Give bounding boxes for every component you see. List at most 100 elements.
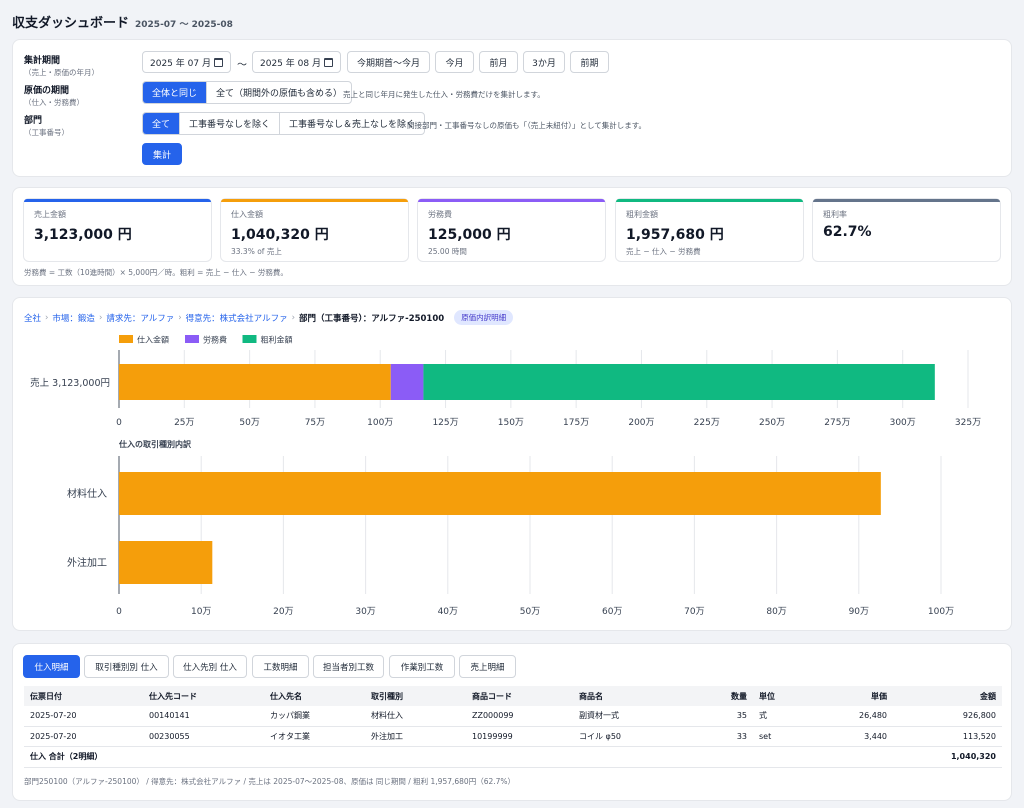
dept-exclude-no-job-option[interactable]: 工事番号なしを除く [180,113,281,134]
x-tick-label: 70万 [684,607,704,617]
column-header[interactable]: 取引種別 [365,686,466,706]
calendar-icon[interactable] [324,57,333,67]
tab-labor-by-staff[interactable]: 担当者別工数 [313,655,384,678]
kpi-panel: 売上金額 3,123,000 円 仕入金額 1,040,320 円 33.3% … [12,187,1012,286]
tab-purchase-by-supplier[interactable]: 仕入先別 仕入 [173,655,247,678]
quick-3-months-button[interactable]: 3か月 [523,51,565,73]
legend-swatch [242,335,257,343]
cost-same-option[interactable]: 全体と同じ [143,82,208,103]
table-cell: 35 [693,706,753,727]
table-cell: 00140141 [143,706,264,727]
table-cell: 材料仕入 [365,706,466,727]
breadcrumb-billing[interactable]: 請求先：アルファ [106,313,175,324]
kpi-note: 33.3% of 売上 [231,247,282,256]
kpi-accent-bar [813,199,1000,202]
quick-this-fy-button[interactable]: 今期期首〜今月 [347,51,430,73]
column-header[interactable]: 仕入先コード [143,686,264,706]
date-to-value: 2025 年 08 月 [260,58,321,69]
tab-labor-by-task[interactable]: 作業別工数 [389,655,455,678]
column-header[interactable]: 商品コード [466,686,573,706]
page-title: 収支ダッシュボード [12,16,130,31]
kpi-labor: 労務費 125,000 円 25.00 時間 [417,198,606,262]
tab-purchase-by-type[interactable]: 取引種別別 仕入 [84,655,169,678]
breadcrumb-separator: › [178,312,182,323]
x-tick-label: 25万 [174,418,194,428]
kpi-label: 粗利金額 [626,210,658,219]
column-header[interactable]: 単価 [813,686,893,706]
quick-last-month-button[interactable]: 前月 [479,51,518,73]
table-total-row: 仕入 合計（2明細） 1,040,320 [24,745,1002,768]
bar-segment [119,364,391,400]
column-header[interactable]: 数量 [693,686,753,706]
bar-segment [390,364,424,400]
aggregate-button[interactable]: 集計 [142,143,182,165]
purchase-table: 伝票日付 仕入先コード 仕入先名 取引種別 商品コード 商品名 数量 単位 単価… [24,686,1002,768]
breadcrumb-customer[interactable]: 得意先：株式会社アルファ [185,313,288,324]
cost-period-sublabel: （仕入・労務費） [24,98,84,107]
cost-period-label-text: 原価の期間 [24,86,70,96]
dept-label-text: 部門 [24,116,43,126]
date-from-input[interactable]: 2025 年 07 月 [142,51,231,73]
x-tick-label: 75万 [305,418,325,428]
table-cell: 10199999 [466,726,573,747]
breadcrumb-current: 部門（工事番号）：アルファ-250100 [299,313,445,324]
cost-period-toggle: 全体と同じ 全て（期間外の原価も含める） [142,81,353,104]
tab-labor-details[interactable]: 工数明細 [252,655,309,678]
quick-this-month-button[interactable]: 今月 [435,51,474,73]
x-tick-label: 10万 [191,607,211,617]
column-header[interactable]: 伝票日付 [24,686,143,706]
cost-all-option[interactable]: 全て（期間外の原価も含める） [216,89,343,99]
x-tick-label: 225万 [694,418,720,428]
column-header[interactable]: 仕入先名 [264,686,365,706]
x-tick-label: 300万 [890,418,916,428]
column-header[interactable]: 金額 [893,686,1002,706]
detail-panel: 仕入明細 取引種別別 仕入 仕入先別 仕入 工数明細 担当者別工数 作業別工数 … [12,643,1012,801]
dept-filter-toggle: 全て 工事番号なしを除く 工事番号なし＆売上なしを除く [142,112,426,135]
tab-purchase-details[interactable]: 仕入明細 [23,655,80,678]
dept-exclude-no-job-no-sales-option[interactable]: 工事番号なし＆売上なしを除く [289,120,416,130]
total-value: 1,040,320 [893,745,1002,768]
table-cell: ZZ000099 [466,706,573,727]
breadcrumb-company[interactable]: 全社 [24,313,42,324]
tab-sales-details[interactable]: 売上明細 [459,655,516,678]
kpi-value: 3,123,000 円 [34,227,132,243]
x-tick-label: 20万 [273,607,293,617]
breadcrumb: 全社 › 市場：鍛造 › 請求先：アルファ › 得意先：株式会社アルファ › 部… [24,310,514,325]
kpi-value: 1,040,320 円 [231,227,329,243]
kpi-label: 粗利率 [823,210,847,219]
x-tick-label: 175万 [563,418,589,428]
x-tick-label: 100万 [367,418,393,428]
kpi-footnote: 労務費 = 工数（10進時間）× 5,000円／時。粗利 = 売上 − 仕入 −… [24,268,288,277]
quick-last-term-button[interactable]: 前期 [570,51,609,73]
dept-all-option[interactable]: 全て [143,113,181,134]
x-tick-label: 30万 [355,607,375,617]
period-label: 集計期間 （売上・原価の年月） [24,53,99,78]
kpi-label: 仕入金額 [231,210,263,219]
cost-period-label: 原価の期間 （仕入・労務費） [24,83,84,108]
chart-canvas: 仕入金額 労務費 粗利金額 0 25万 50万 75万 100万 125万 150万 175万 200… [30,335,981,618]
kpi-margin-rate: 粗利率 62.7% [812,198,1001,262]
column-header[interactable]: 商品名 [573,686,693,706]
column-header[interactable]: 単位 [753,686,813,706]
x-tick-label: 90万 [849,607,869,617]
kpi-accent-bar [24,199,211,202]
kpi-value: 1,957,680 円 [626,227,724,243]
table-row[interactable]: 2025-07-20 00140141 カッパ鋼業 材料仕入 ZZ000099 … [24,706,1002,727]
dept-sublabel: （工事番号） [24,128,69,137]
x-tick-label: 125万 [432,418,458,428]
table-cell: 00230055 [143,726,264,747]
date-to-input[interactable]: 2025 年 08 月 [252,51,341,73]
kpi-purchases: 仕入金額 1,040,320 円 33.3% of 売上 [220,198,409,262]
table-row[interactable]: 2025-07-20 00230055 イオタ工業 外注加工 10199999 … [24,726,1002,747]
kpi-label: 労務費 [428,210,452,219]
legend-swatch [185,335,199,343]
x-tick-label: 80万 [766,607,786,617]
bar [119,541,213,584]
breadcrumb-market[interactable]: 市場：鍛造 [52,313,95,324]
legend-label: 仕入金額 [137,335,169,345]
table-cell: イオタ工業 [264,726,365,747]
breadcrumb-separator: › [98,312,103,323]
calendar-icon[interactable] [214,57,223,67]
kpi-note: 売上 − 仕入 − 労務費 [626,247,701,256]
kpi-accent-bar [616,199,803,202]
